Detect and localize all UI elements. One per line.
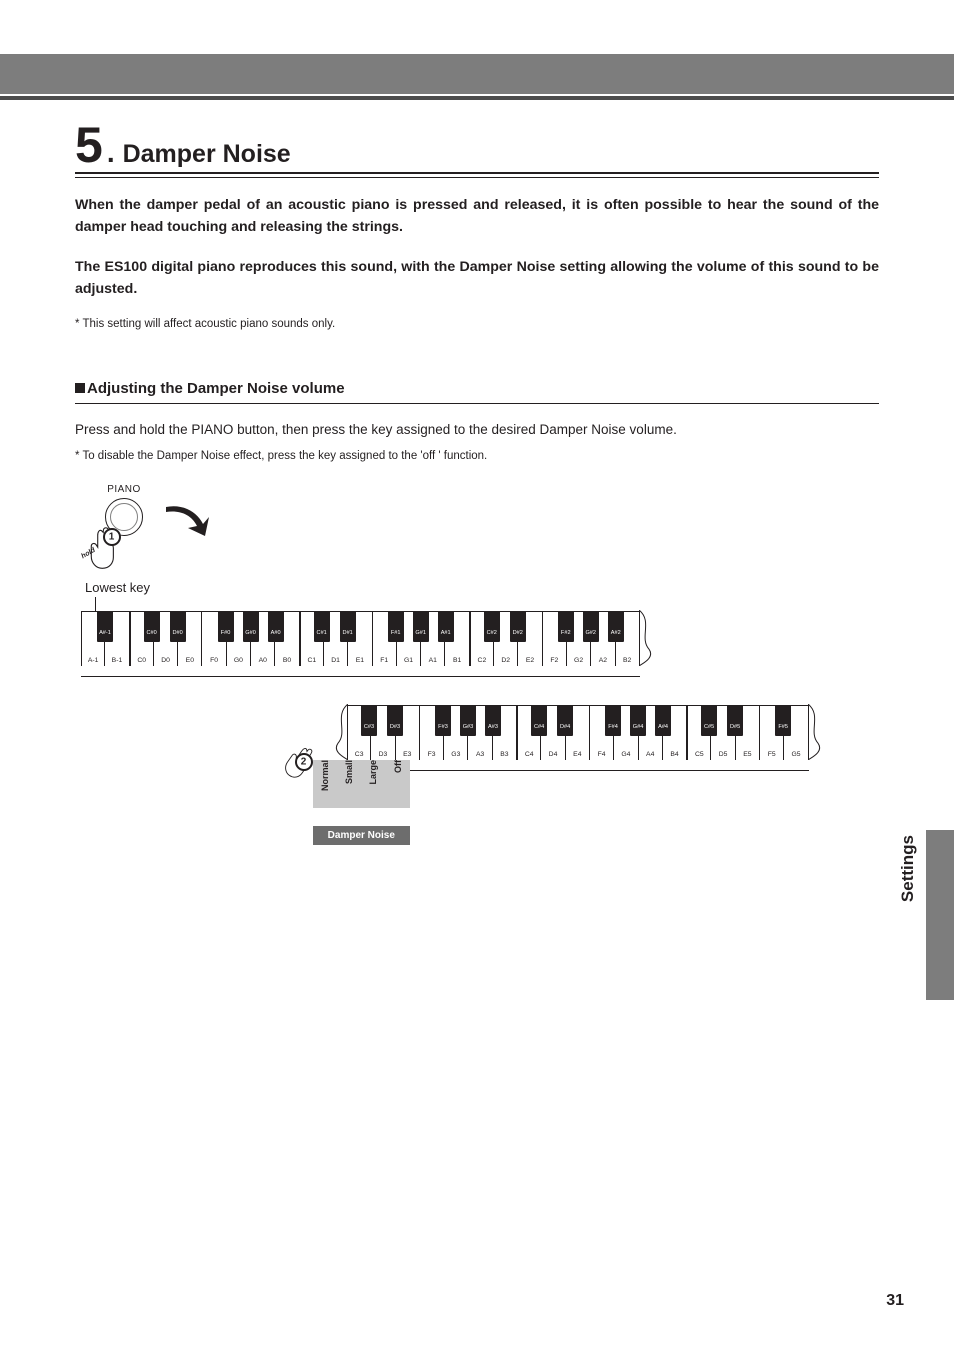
black-key: A#4 xyxy=(655,706,671,736)
intro-footnote: * This setting will affect acoustic pian… xyxy=(75,318,879,330)
chapter-dot: . xyxy=(107,137,115,169)
black-key: C#4 xyxy=(531,706,547,736)
chapter-title: Damper Noise xyxy=(123,140,291,169)
setting-column: Off xyxy=(386,760,410,808)
keyboard-row-2: C3D3E3F3G3A3B3C#3D#3F#3G#3A#3C4D4E4F4G4A… xyxy=(75,705,879,771)
black-key: G#4 xyxy=(630,706,646,736)
setting-label: Small xyxy=(344,760,354,788)
black-key: A#1 xyxy=(438,612,454,642)
keyboard-octave: C4D4E4F4G4A4B4C#4D#4F#4G#4A#4 xyxy=(517,705,687,771)
intro-block: When the damper pedal of an acoustic pia… xyxy=(75,194,879,300)
body-p1: Press and hold the PIANO button, then pr… xyxy=(75,420,879,440)
black-key: F#4 xyxy=(605,706,621,736)
intro-p2: The ES100 digital piano reproduces this … xyxy=(75,256,879,300)
header-bar xyxy=(0,54,954,94)
side-tab-label: Settings xyxy=(898,835,918,902)
black-key: A#2 xyxy=(608,612,624,642)
setting-label: Normal xyxy=(320,760,330,795)
lowest-key-tick xyxy=(95,597,96,611)
chapter-number: 5 xyxy=(75,120,103,170)
setting-column: Small xyxy=(337,760,361,808)
black-key: G#0 xyxy=(243,612,259,642)
subheading-text: Adjusting the Damper Noise volume xyxy=(87,380,345,397)
keyboard-octave: A-1B-1A#-1 xyxy=(81,611,130,677)
black-key: G#1 xyxy=(413,612,429,642)
arrow-icon xyxy=(161,502,211,542)
black-key: C#5 xyxy=(701,706,717,736)
black-key: D#5 xyxy=(727,706,743,736)
keyboard-octave: C1D1E1F1G1A1B1C#1D#1F#1G#1A#1 xyxy=(300,611,470,677)
setting-column: Large xyxy=(361,760,385,808)
keyboard-cut-icon xyxy=(329,705,347,759)
black-key: F#2 xyxy=(558,612,574,642)
black-key: A#-1 xyxy=(97,612,113,642)
setting-label: Large xyxy=(368,760,378,789)
black-key: A#0 xyxy=(268,612,284,642)
lowest-key-label: Lowest key xyxy=(85,580,879,595)
black-key: F#5 xyxy=(775,706,791,736)
keyboard-octave: C2D2E2F2G2A2B2C#2D#2F#2G#2A#2 xyxy=(470,611,640,677)
black-key: D#1 xyxy=(340,612,356,642)
square-bullet-icon xyxy=(75,383,85,393)
piano-button-label: PIANO xyxy=(99,484,149,495)
setting-group-label: Damper Noise xyxy=(313,826,410,845)
body-footnote: * To disable the Damper Noise effect, pr… xyxy=(75,450,879,462)
subheading: Adjusting the Damper Noise volume xyxy=(75,380,879,404)
black-key: D#4 xyxy=(557,706,573,736)
setting-label: Off xyxy=(393,760,403,777)
piano-button-figure: PIANO 1 hold xyxy=(75,484,275,574)
black-key: F#0 xyxy=(218,612,234,642)
black-key: D#2 xyxy=(510,612,526,642)
page-number: 31 xyxy=(886,1292,904,1310)
black-key: C#0 xyxy=(144,612,160,642)
chapter-heading: 5 . Damper Noise xyxy=(75,120,879,174)
black-key: C#1 xyxy=(314,612,330,642)
keyboard-row-1: A-1B-1A#-1C0D0E0F0G0A0B0C#0D#0F#0G#0A#0C… xyxy=(75,611,879,677)
black-key: C#3 xyxy=(361,706,377,736)
black-key: A#3 xyxy=(485,706,501,736)
black-key: G#2 xyxy=(583,612,599,642)
black-key: C#2 xyxy=(484,612,500,642)
black-key: G#3 xyxy=(460,706,476,736)
intro-p1: When the damper pedal of an acoustic pia… xyxy=(75,194,879,238)
keyboard-octave: C0D0E0F0G0A0B0C#0D#0F#0G#0A#0 xyxy=(130,611,300,677)
black-key: F#3 xyxy=(435,706,451,736)
black-key: F#1 xyxy=(388,612,404,642)
keyboard-cut-icon xyxy=(809,705,827,759)
black-key: D#3 xyxy=(387,706,403,736)
black-key: D#0 xyxy=(170,612,186,642)
side-tab xyxy=(926,830,954,1000)
keyboard-cut-icon xyxy=(640,611,658,665)
keyboard-octave: C5D5E5F5G5C#5D#5F#5 xyxy=(687,705,808,771)
